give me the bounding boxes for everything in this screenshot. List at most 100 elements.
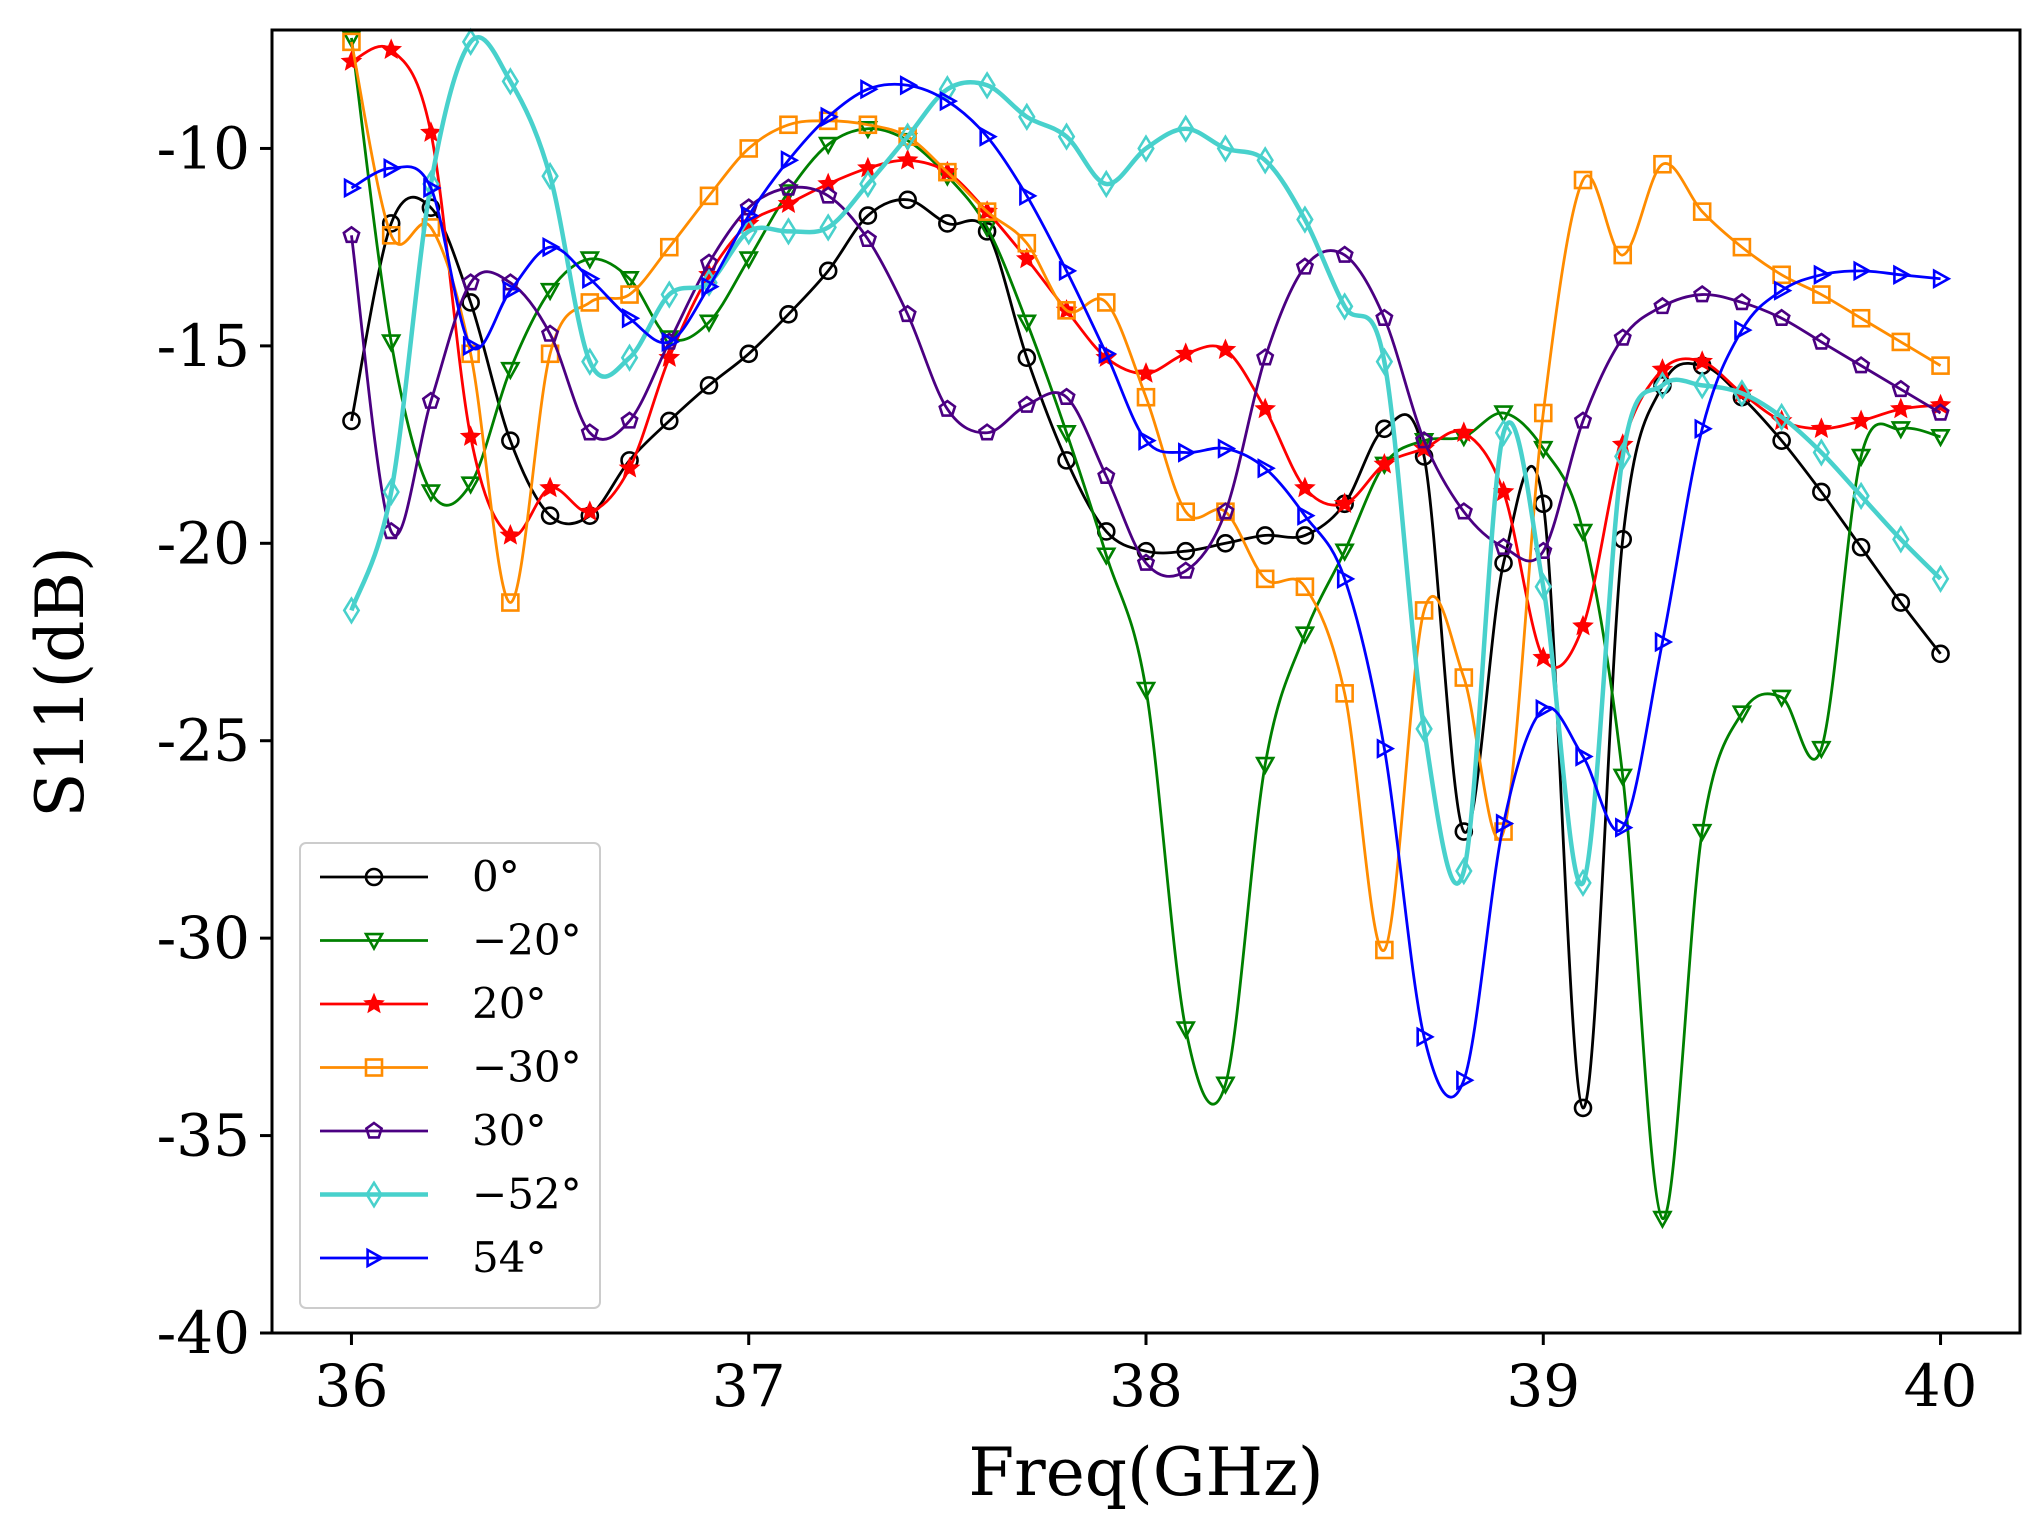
y-tick-label: -10 bbox=[157, 114, 250, 182]
legend-marker-3 bbox=[364, 1058, 384, 1077]
data-point-2-28 bbox=[1452, 421, 1475, 442]
data-point-1-37 bbox=[1811, 740, 1832, 760]
data-point-6-37 bbox=[1813, 264, 1833, 286]
data-point-5-40 bbox=[1931, 564, 1950, 594]
data-point-6-24 bbox=[1297, 505, 1316, 526]
data-point-6-2 bbox=[423, 177, 442, 199]
data-point-6-35 bbox=[1734, 319, 1753, 341]
data-point-1-16 bbox=[976, 219, 998, 239]
data-point-3-4 bbox=[501, 593, 520, 612]
data-point-6-33 bbox=[1654, 631, 1674, 653]
series-line-3 bbox=[350, 41, 1942, 952]
data-point-3-20 bbox=[1136, 387, 1156, 407]
data-point-6-18 bbox=[1058, 260, 1078, 282]
series-5 bbox=[342, 27, 1950, 898]
data-point-5-12 bbox=[819, 213, 837, 242]
data-point-4-32 bbox=[1613, 328, 1632, 346]
data-point-4-33 bbox=[1653, 296, 1672, 315]
data-point-2-2 bbox=[420, 121, 442, 142]
data-point-4-29 bbox=[1494, 537, 1513, 556]
data-point-3-18 bbox=[1057, 301, 1076, 320]
data-point-3-23 bbox=[1255, 569, 1275, 589]
data-point-2-24 bbox=[1294, 476, 1316, 498]
data-point-1-4 bbox=[500, 361, 521, 381]
data-point-1-6 bbox=[579, 251, 601, 270]
data-point-6-12 bbox=[820, 106, 839, 128]
x-tick-label: 38 bbox=[1109, 1352, 1183, 1420]
data-point-5-27 bbox=[1415, 714, 1433, 744]
series-line-1 bbox=[350, 37, 1941, 1220]
legend-item-2: 20° bbox=[320, 979, 546, 1028]
data-point-5-20 bbox=[1137, 134, 1155, 163]
data-point-2-3 bbox=[459, 425, 482, 446]
data-point-4-27 bbox=[1414, 431, 1434, 449]
data-point-5-26 bbox=[1375, 347, 1394, 376]
data-point-1-33 bbox=[1652, 1210, 1673, 1230]
data-point-4-23 bbox=[1256, 348, 1275, 366]
data-point-6-7 bbox=[621, 308, 641, 329]
data-point-3-30 bbox=[1533, 403, 1553, 423]
y-tick-label: -40 bbox=[157, 1299, 250, 1367]
data-point-2-26 bbox=[1373, 452, 1396, 474]
x-tick-label: 36 bbox=[315, 1352, 389, 1420]
data-point-0-37 bbox=[1812, 482, 1831, 502]
data-point-0-21 bbox=[1176, 541, 1196, 561]
data-point-3-21 bbox=[1176, 502, 1196, 522]
data-point-5-25 bbox=[1335, 292, 1354, 321]
data-point-5-38 bbox=[1852, 481, 1870, 511]
legend-label: 30° bbox=[472, 1106, 546, 1155]
data-point-5-35 bbox=[1733, 379, 1751, 408]
data-point-6-39 bbox=[1893, 264, 1912, 286]
data-point-0-29 bbox=[1494, 553, 1513, 573]
data-point-1-22 bbox=[1215, 1076, 1236, 1095]
data-point-1-21 bbox=[1175, 1021, 1196, 1040]
data-point-4-15 bbox=[938, 399, 957, 417]
data-point-3-6 bbox=[580, 293, 600, 312]
data-point-6-19 bbox=[1098, 343, 1117, 364]
data-point-0-2 bbox=[421, 198, 441, 217]
data-point-4-37 bbox=[1812, 332, 1831, 350]
data-point-2-34 bbox=[1691, 350, 1714, 371]
data-point-3-13 bbox=[858, 115, 878, 135]
data-point-3-24 bbox=[1295, 577, 1315, 597]
data-point-0-5 bbox=[540, 506, 560, 525]
data-point-4-35 bbox=[1732, 292, 1752, 311]
data-point-6-36 bbox=[1773, 280, 1793, 301]
data-point-6-34 bbox=[1694, 418, 1713, 440]
data-point-4-12 bbox=[819, 186, 838, 204]
legend-marker-5 bbox=[365, 1180, 383, 1209]
data-point-2-7 bbox=[618, 456, 641, 478]
data-point-5-11 bbox=[779, 217, 798, 246]
data-point-6-40 bbox=[1932, 268, 1952, 289]
data-point-1-9 bbox=[698, 314, 720, 333]
data-point-1-29 bbox=[1493, 405, 1514, 424]
data-point-5-28 bbox=[1455, 856, 1473, 886]
series-line-0 bbox=[350, 195, 1942, 1110]
data-point-3-26 bbox=[1375, 940, 1394, 960]
data-point-0-8 bbox=[659, 411, 679, 431]
data-point-0-1 bbox=[381, 214, 401, 233]
legend-item-0: 0° bbox=[320, 852, 520, 901]
data-point-4-13 bbox=[858, 229, 878, 248]
data-point-0-13 bbox=[858, 206, 878, 225]
data-point-6-0 bbox=[343, 177, 363, 199]
legend-label: 54° bbox=[472, 1233, 546, 1282]
data-point-4-31 bbox=[1573, 411, 1593, 429]
data-point-6-22 bbox=[1217, 438, 1237, 459]
data-point-1-2 bbox=[420, 484, 442, 503]
series-line-4 bbox=[350, 185, 1942, 578]
legend-item-4: 30° bbox=[320, 1106, 546, 1155]
data-point-6-1 bbox=[383, 157, 402, 179]
data-point-4-6 bbox=[580, 423, 599, 441]
data-point-6-17 bbox=[1019, 185, 1038, 207]
data-point-6-11 bbox=[780, 150, 800, 171]
data-point-2-30 bbox=[1532, 646, 1555, 668]
data-point-5-0 bbox=[342, 596, 361, 625]
data-point-2-38 bbox=[1850, 409, 1872, 431]
data-point-3-0 bbox=[342, 32, 361, 52]
data-point-2-22 bbox=[1214, 338, 1237, 360]
axis-ticks: 36 37 38 39 40 -40 -35 -30 -25 -20 -15 -10 bbox=[157, 114, 1978, 1420]
data-point-5-16 bbox=[978, 71, 996, 100]
data-point-2-37 bbox=[1810, 417, 1833, 439]
x-tick-label: 39 bbox=[1506, 1352, 1580, 1420]
